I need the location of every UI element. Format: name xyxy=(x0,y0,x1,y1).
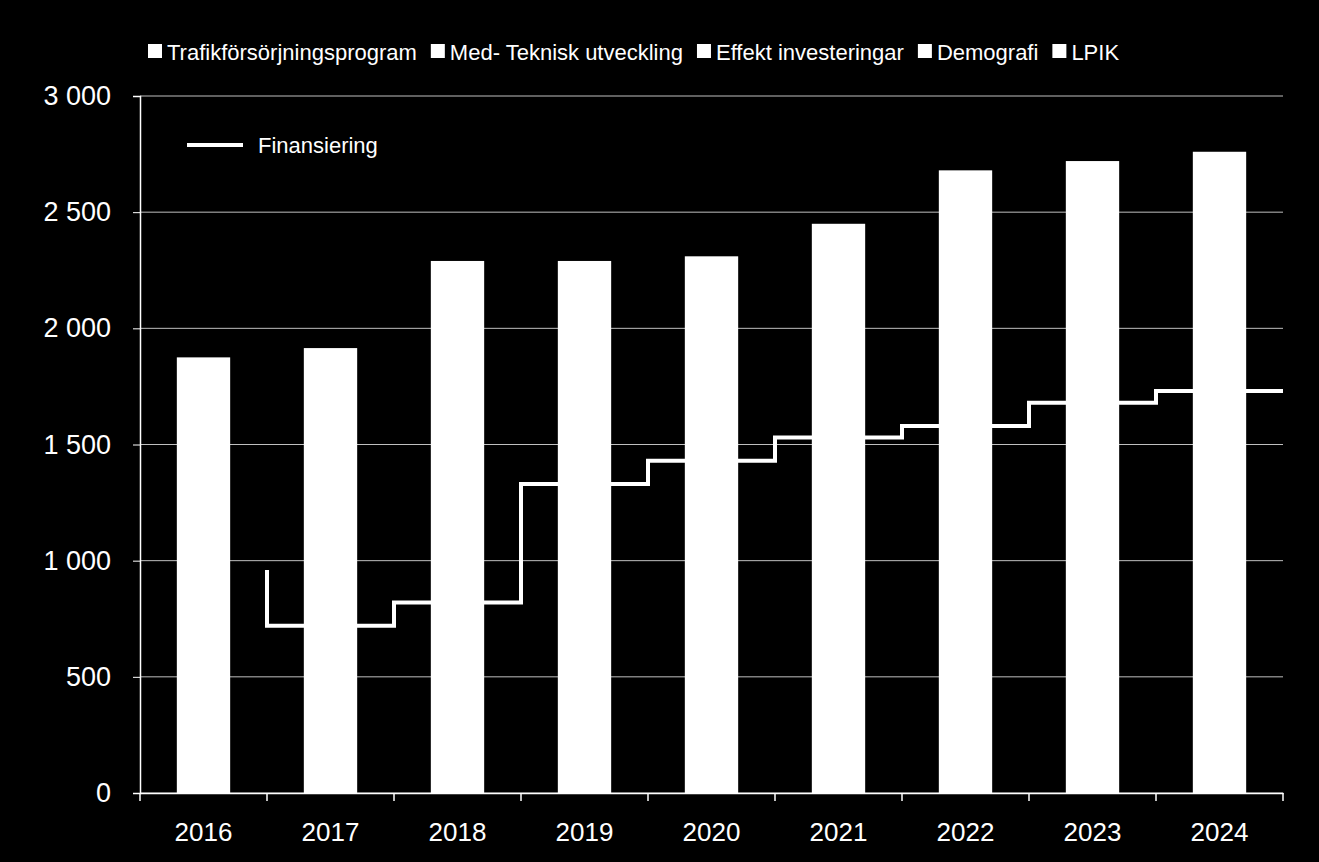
tick: 1 500 xyxy=(43,430,140,460)
bar xyxy=(939,170,992,793)
legend-swatch xyxy=(431,44,445,58)
tick-mark xyxy=(133,677,140,678)
tick: 2024 xyxy=(1191,817,1249,847)
tick-mark xyxy=(133,561,140,562)
category-separator xyxy=(1028,793,1030,801)
axis-line xyxy=(141,793,1284,795)
axis-line xyxy=(133,97,141,794)
tick-label: 2023 xyxy=(1064,817,1122,847)
tick-label: 2018 xyxy=(429,817,487,847)
category-separator xyxy=(1282,793,1284,801)
bar xyxy=(177,357,230,793)
tick: 500 xyxy=(66,662,140,692)
legend-swatch xyxy=(697,44,711,58)
tick-label: 2021 xyxy=(810,817,868,847)
bar xyxy=(558,261,611,793)
legend-swatch xyxy=(187,143,243,147)
legend-label: Finansiering xyxy=(258,133,378,158)
tick-mark xyxy=(133,328,140,329)
tick-label: 2016 xyxy=(175,817,233,847)
tick: 2020 xyxy=(683,817,741,847)
bar xyxy=(304,348,357,793)
legend-label: Demografi xyxy=(937,40,1038,65)
tick: 2022 xyxy=(937,817,995,847)
tick: 2 000 xyxy=(43,313,140,343)
legend-swatch xyxy=(148,44,162,58)
tick-label: 3 000 xyxy=(43,81,111,111)
legend-swatch xyxy=(1052,44,1066,58)
bar xyxy=(685,256,738,793)
tick: 2019 xyxy=(556,817,614,847)
y-axis: 0 500 1 000 1 500 2 000 2 500 3 000 xyxy=(43,81,140,808)
category-separator xyxy=(266,793,268,801)
tick-mark xyxy=(133,212,140,213)
legend-label: LPIK xyxy=(1071,40,1119,65)
background xyxy=(0,0,1319,862)
tick: 2017 xyxy=(302,817,360,847)
tick: 1 000 xyxy=(43,546,140,576)
tick: 2023 xyxy=(1064,817,1122,847)
legend-swatch xyxy=(918,44,932,58)
tick-label: 0 xyxy=(96,778,111,808)
tick: 2021 xyxy=(810,817,868,847)
tick-label: 2024 xyxy=(1191,817,1249,847)
tick-label: 2017 xyxy=(302,817,360,847)
category-separator xyxy=(393,793,395,801)
category-separator xyxy=(774,793,776,801)
tick: 2018 xyxy=(429,817,487,847)
x-axis: 2016 2017 2018 2019 2020 2021 2022 2023 2024 xyxy=(141,794,1284,848)
tick-label: 1 000 xyxy=(43,546,111,576)
chart: 05001 0001 5002 0002 5003 00020162017201… xyxy=(0,0,1319,862)
grid xyxy=(140,96,1283,793)
tick-label: 2020 xyxy=(683,817,741,847)
grid-line xyxy=(140,96,1283,97)
tick-label: 2019 xyxy=(556,817,614,847)
legend-label: Effekt investeringar xyxy=(716,40,904,65)
category-separator xyxy=(1155,793,1157,801)
legend: Trafikförsörjningsprogram Med- Teknisk ut… xyxy=(148,40,1119,65)
tick-label: 2022 xyxy=(937,817,995,847)
category-separator xyxy=(139,793,141,801)
tick: 3 000 xyxy=(43,81,140,111)
tick-mark xyxy=(133,96,140,97)
category-separator xyxy=(520,793,522,801)
category-separator xyxy=(647,793,649,801)
tick-label: 1 500 xyxy=(43,430,111,460)
tick-label: 2 000 xyxy=(43,313,111,343)
tick-mark xyxy=(133,793,140,794)
tick-label: 2 500 xyxy=(43,197,111,227)
tick: 2 500 xyxy=(43,197,140,227)
tick-label: 500 xyxy=(66,662,111,692)
tick: 2016 xyxy=(175,817,233,847)
tick: 0 xyxy=(96,778,140,808)
tick-mark xyxy=(133,445,140,446)
legend-label: Trafikförsörjningsprogram xyxy=(167,40,417,65)
bar xyxy=(812,224,865,793)
plot-area xyxy=(177,152,1283,793)
bar xyxy=(1193,152,1246,793)
line xyxy=(267,391,1283,626)
category-separator xyxy=(901,793,903,801)
bar xyxy=(1066,161,1119,793)
bar xyxy=(431,261,484,793)
legend-label: Med- Teknisk utveckling xyxy=(450,40,683,65)
